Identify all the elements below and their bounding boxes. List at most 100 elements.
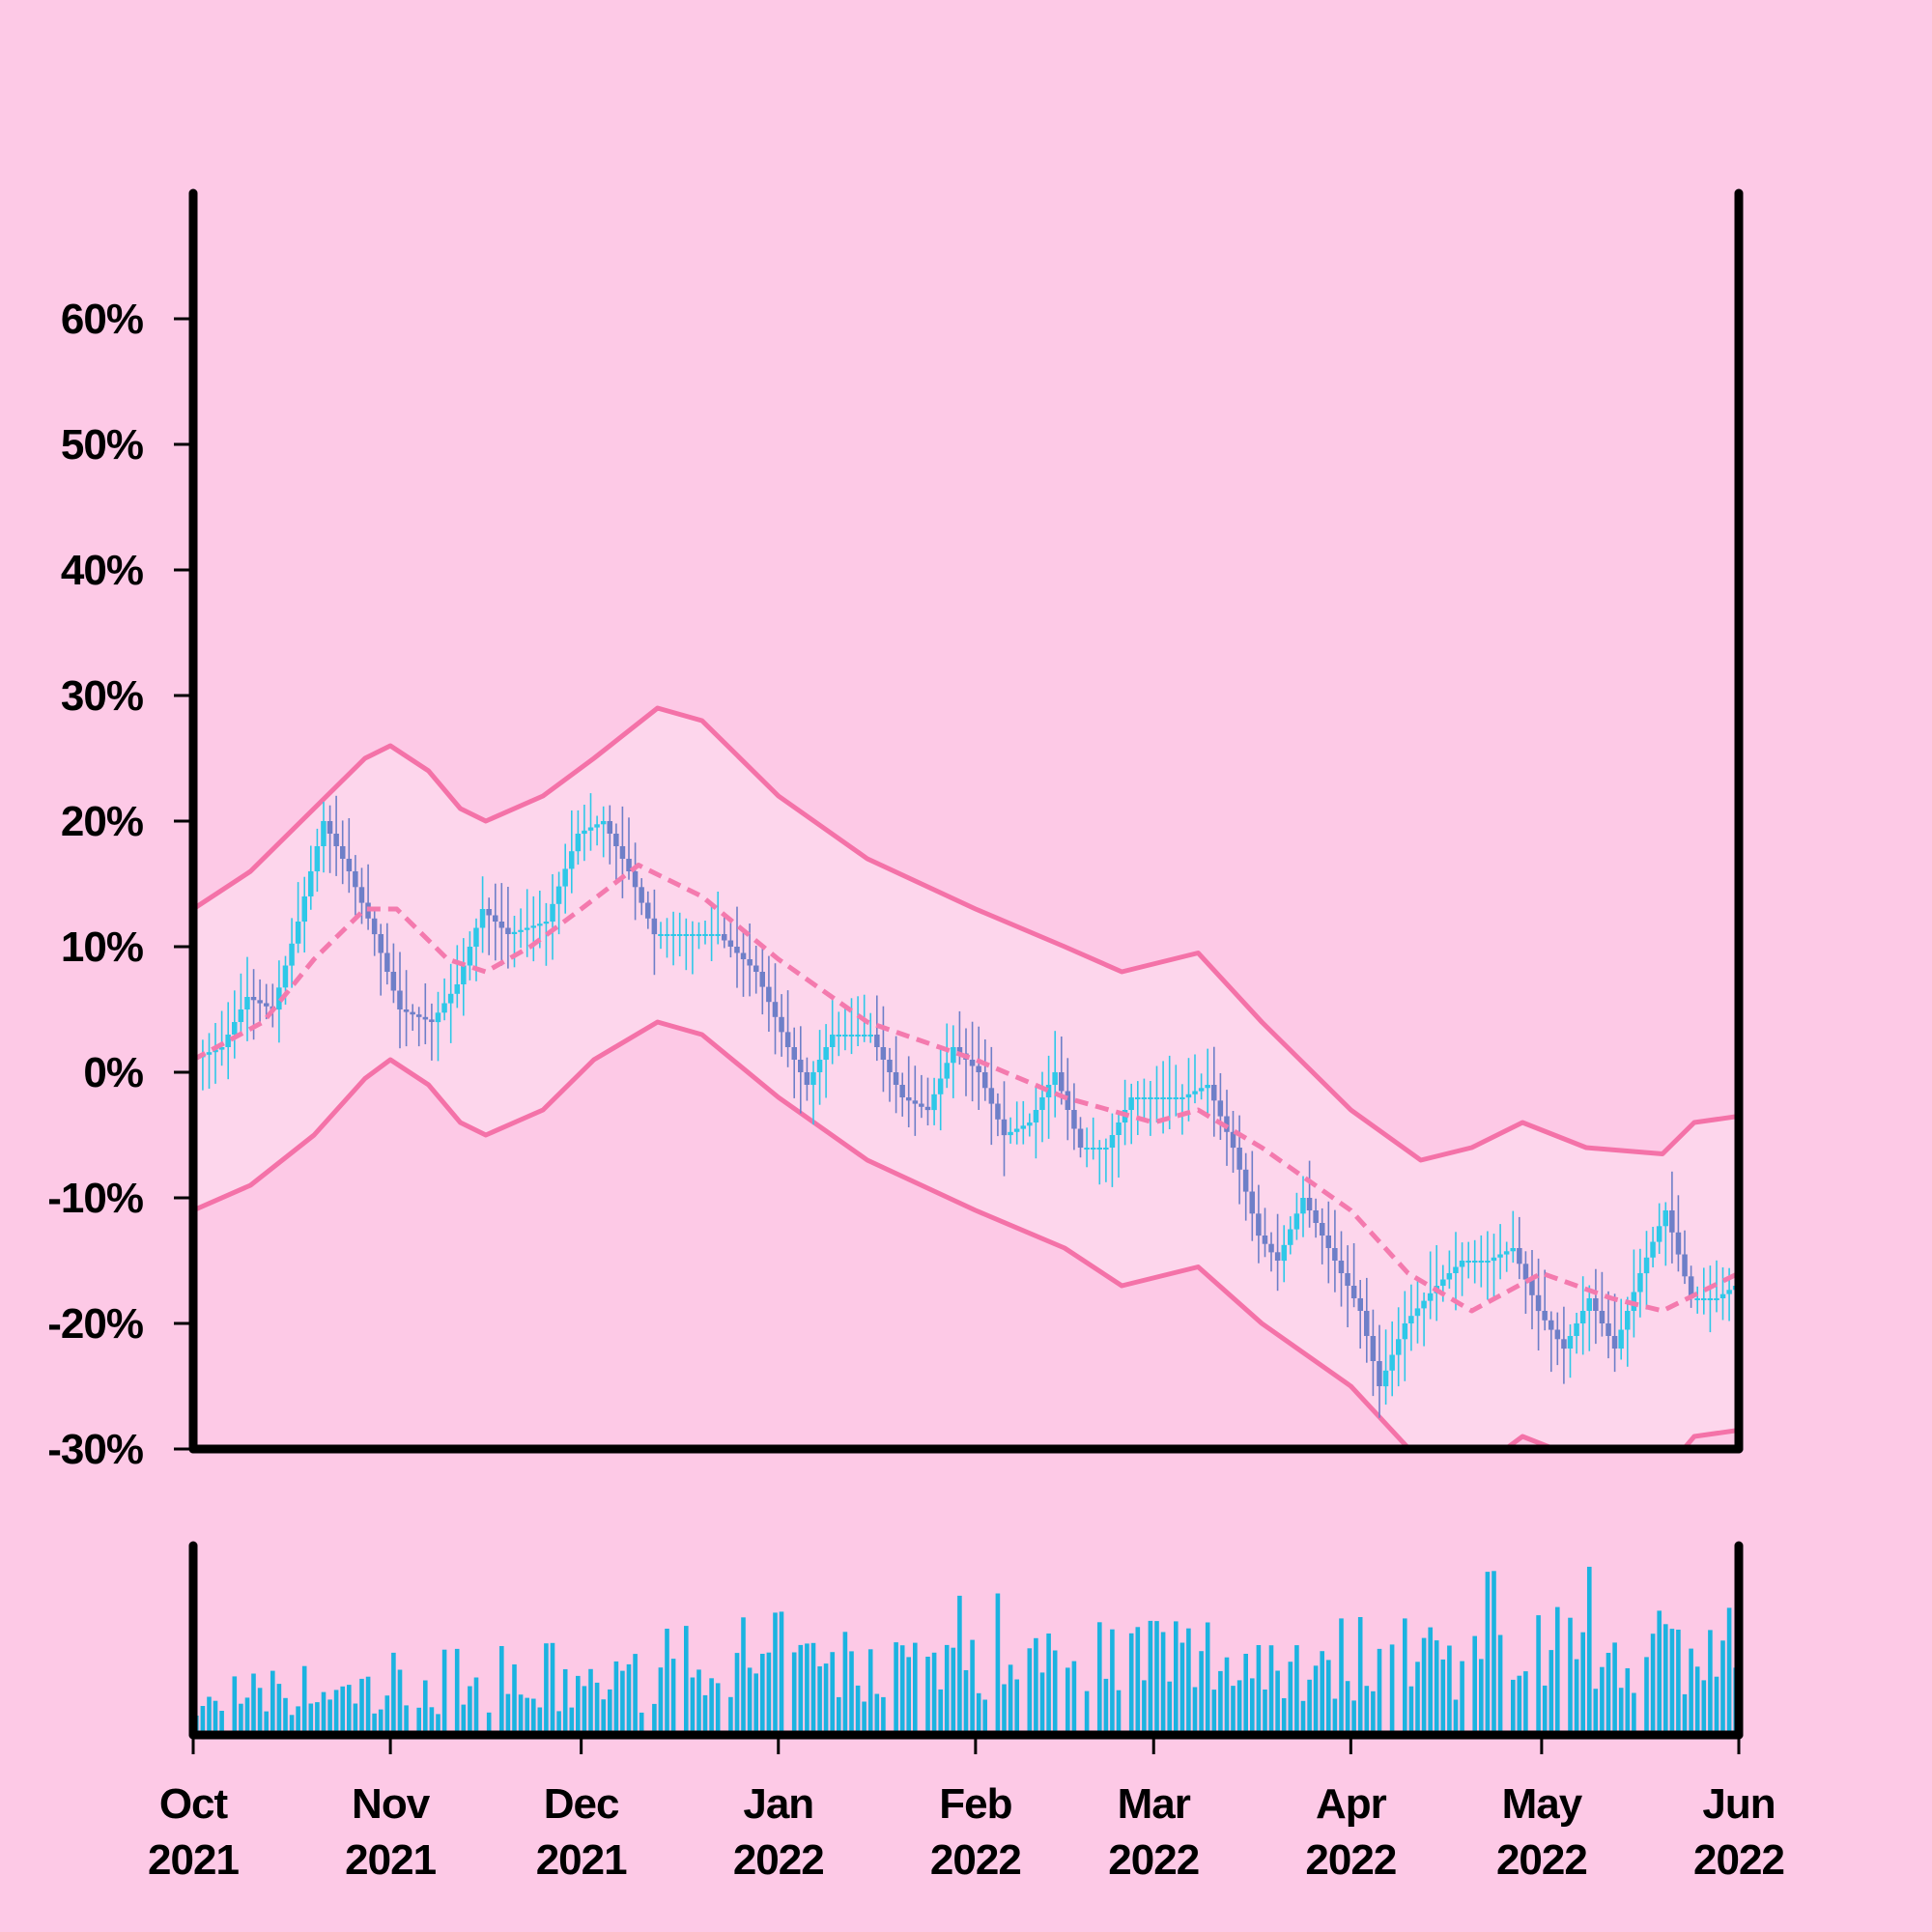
volume-bar xyxy=(537,1707,543,1735)
candle-body xyxy=(378,934,384,953)
volume-bar xyxy=(620,1670,625,1735)
candle-body xyxy=(333,834,339,846)
volume-bar xyxy=(1014,1679,1019,1735)
volume-bar xyxy=(200,1706,206,1735)
candle-body xyxy=(1478,1261,1485,1263)
candle-body xyxy=(658,934,664,936)
volume-bar xyxy=(1403,1618,1407,1735)
candle-body xyxy=(772,1002,779,1017)
volume-bar xyxy=(1472,1635,1477,1735)
candle-body xyxy=(562,868,568,887)
candle-body xyxy=(804,1072,810,1085)
candle-body xyxy=(702,934,708,936)
volume-bar xyxy=(702,1694,708,1735)
candle-body xyxy=(1656,1226,1662,1242)
candle-body xyxy=(976,1065,981,1072)
candle-body xyxy=(218,1047,225,1050)
volume-bar xyxy=(1600,1666,1605,1735)
volume-bar xyxy=(1027,1648,1033,1735)
x-tick-month: Apr xyxy=(1316,1780,1387,1828)
candle-body xyxy=(353,871,358,888)
candle-body xyxy=(893,1072,899,1085)
candle-body xyxy=(1357,1298,1363,1311)
candle-body xyxy=(740,952,747,959)
volume-bar xyxy=(588,1668,593,1735)
candle-body xyxy=(664,934,670,936)
candle-body xyxy=(264,1003,270,1007)
volume-bar xyxy=(734,1653,740,1735)
volume-bar xyxy=(810,1642,816,1735)
candle-body xyxy=(454,984,460,994)
candle-body xyxy=(855,1035,861,1037)
volume-bar xyxy=(696,1669,701,1735)
candle-body xyxy=(1211,1085,1217,1101)
candle-body xyxy=(982,1072,988,1089)
x-tick-year: 2022 xyxy=(1496,1836,1587,1884)
volume-bar xyxy=(963,1670,969,1735)
candle-body xyxy=(651,918,658,935)
volume-bar xyxy=(728,1696,733,1735)
volume-bar xyxy=(461,1704,467,1735)
candle-body xyxy=(1077,1128,1084,1148)
volume-bar xyxy=(1097,1622,1102,1735)
candle-body xyxy=(779,1016,784,1033)
candle-body xyxy=(371,918,378,935)
candle-body xyxy=(1217,1100,1224,1117)
volume-bar xyxy=(906,1657,911,1735)
candle-body xyxy=(314,846,321,871)
volume-bar xyxy=(1034,1637,1038,1735)
volume-bar xyxy=(473,1677,479,1735)
y-tick-label: 40% xyxy=(61,547,143,594)
volume-bar xyxy=(1160,1632,1166,1735)
candle-body xyxy=(1128,1097,1134,1110)
volume-bar xyxy=(1555,1606,1560,1735)
volume-bar xyxy=(1548,1650,1554,1735)
volume-bar xyxy=(1268,1645,1274,1735)
candle-body xyxy=(213,1049,218,1053)
candle-body xyxy=(282,965,289,988)
candle-body xyxy=(1027,1122,1033,1126)
candle-body xyxy=(422,1016,429,1020)
candle-body xyxy=(626,859,632,871)
candle-body xyxy=(1205,1085,1210,1089)
candle-body xyxy=(613,834,619,846)
candle-body xyxy=(734,947,740,953)
volume-bar xyxy=(1211,1690,1217,1735)
volume-bar xyxy=(1002,1684,1007,1735)
volume-bar xyxy=(913,1642,918,1735)
x-tick-year: 2021 xyxy=(148,1836,239,1884)
volume-bar xyxy=(791,1652,797,1735)
candle-body xyxy=(473,927,479,947)
volume-bar xyxy=(1148,1620,1153,1735)
candle-body xyxy=(1497,1254,1503,1258)
candle-body xyxy=(1192,1091,1198,1094)
volume-bar xyxy=(1046,1634,1051,1735)
volume-bar xyxy=(849,1651,854,1735)
x-tick-year: 2022 xyxy=(1108,1836,1199,1884)
candle-body xyxy=(1675,1232,1682,1255)
volume-bar xyxy=(1701,1680,1707,1735)
volume-bar xyxy=(1186,1628,1191,1735)
candle-body xyxy=(594,824,600,828)
volume-bar xyxy=(556,1711,561,1735)
volume-bar xyxy=(938,1689,943,1735)
candle-body xyxy=(1567,1336,1574,1349)
candle-body xyxy=(1459,1261,1465,1267)
volume-bar xyxy=(436,1714,440,1735)
candle-body xyxy=(607,821,612,834)
volume-bar xyxy=(665,1629,669,1735)
x-tick-month: Oct xyxy=(159,1780,229,1828)
volume-bar xyxy=(1657,1610,1662,1735)
candle-body xyxy=(867,1035,873,1037)
candle-body xyxy=(1414,1308,1421,1317)
volume-bar xyxy=(1453,1699,1459,1735)
volume-bar xyxy=(639,1712,644,1735)
volume-bar xyxy=(550,1642,555,1735)
volume-bar xyxy=(1447,1645,1452,1735)
x-axis-ticks: Oct 2021 Nov 2021 Dec 2021 Jan 2022 Feb 2022 Mar 20… xyxy=(148,1735,1785,1884)
candle-body xyxy=(899,1085,905,1097)
volume-bar xyxy=(982,1699,987,1735)
volume-bar xyxy=(283,1697,288,1735)
candle-body xyxy=(1548,1320,1554,1330)
y-axis-ticks: -30% -20% -10% 0% 10% 20% 30% 40% 50% 60% xyxy=(47,296,193,1473)
